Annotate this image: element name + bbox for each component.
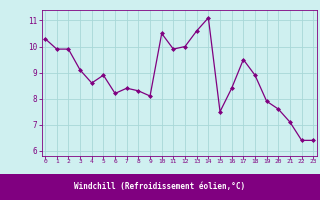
Text: Windchill (Refroidissement éolien,°C): Windchill (Refroidissement éolien,°C) [75,182,245,192]
